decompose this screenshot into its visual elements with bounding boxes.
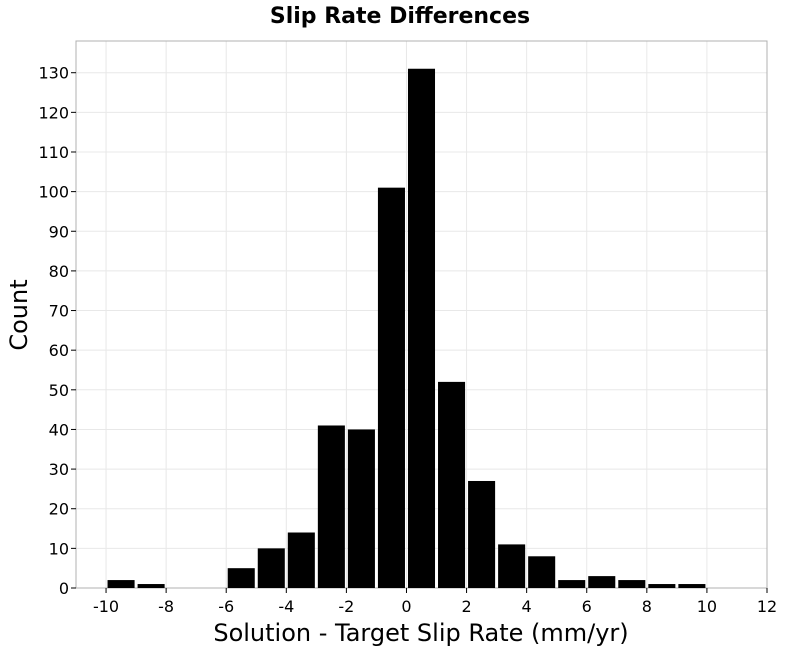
histogram-bar	[317, 425, 345, 588]
x-tick-label: 4	[522, 597, 532, 616]
histogram-bar	[648, 584, 676, 588]
bars	[107, 68, 706, 588]
y-tick-label: 120	[38, 103, 69, 122]
y-tick-label: 130	[38, 64, 69, 83]
histogram-bar	[377, 187, 405, 588]
histogram-bar	[528, 556, 556, 588]
y-tick-label: 70	[49, 302, 69, 321]
chart-title: Slip Rate Differences	[270, 4, 530, 29]
y-tick-label: 60	[49, 341, 69, 360]
y-tick-label: 90	[49, 222, 69, 241]
y-tick-label: 100	[38, 183, 69, 202]
y-tick-label: 110	[38, 143, 69, 162]
x-tick-label: 12	[757, 597, 777, 616]
histogram-bar	[618, 580, 646, 588]
histogram-bar	[227, 568, 255, 588]
x-tick-label: -6	[218, 597, 234, 616]
histogram-bar	[468, 480, 496, 588]
histogram-bar	[588, 576, 616, 588]
x-axis-ticks: -10 -8 -6 -4 -2 0 2 4 6 8 10 12	[93, 588, 777, 616]
x-tick-label: 2	[461, 597, 471, 616]
y-tick-label: 10	[49, 539, 69, 558]
histogram-bar	[558, 580, 586, 588]
y-tick-label: 50	[49, 381, 69, 400]
x-tick-label: -10	[93, 597, 119, 616]
histogram-bar	[257, 548, 285, 588]
x-tick-label: 0	[401, 597, 411, 616]
x-tick-label: 8	[642, 597, 652, 616]
histogram-bar	[137, 584, 165, 588]
x-tick-label: -8	[158, 597, 174, 616]
histogram-bar	[407, 68, 436, 588]
y-tick-label: 20	[49, 500, 69, 519]
y-axis-ticks: 0 10 20 30 40 50 60 70 80 90 100 110 120 130	[38, 64, 76, 598]
histogram-bar	[287, 532, 315, 588]
histogram-bar	[347, 429, 375, 588]
y-tick-label: 0	[59, 579, 69, 598]
x-axis-label: Solution - Target Slip Rate (mm/yr)	[213, 619, 628, 647]
histogram-bar	[107, 580, 135, 588]
x-tick-label: -4	[278, 597, 294, 616]
histogram-bar	[498, 544, 526, 588]
x-tick-label: 6	[582, 597, 592, 616]
x-tick-label: -2	[338, 597, 354, 616]
histogram-bar	[678, 584, 706, 588]
y-axis-label: Count	[5, 279, 33, 350]
x-tick-label: 10	[697, 597, 717, 616]
y-tick-label: 30	[49, 460, 69, 479]
y-tick-label: 80	[49, 262, 69, 281]
y-tick-label: 40	[49, 420, 69, 439]
histogram-bar	[438, 381, 466, 588]
